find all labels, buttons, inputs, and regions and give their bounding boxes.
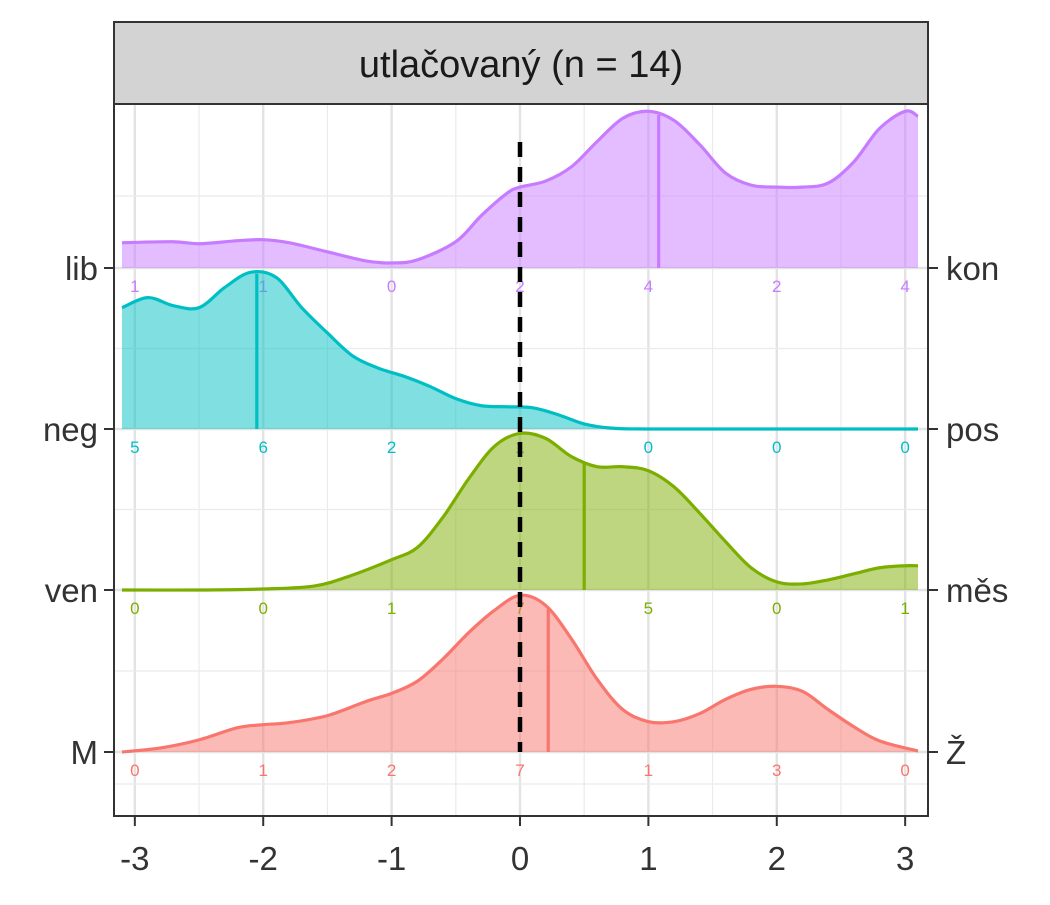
x-tick-label: 1 (639, 840, 657, 877)
right-row-label: kon (946, 250, 999, 287)
count-label: 0 (130, 761, 139, 780)
count-label: 2 (387, 761, 396, 780)
facet-title: utlačovaný (n = 14) (359, 44, 683, 86)
count-label: 3 (772, 761, 781, 780)
left-row-label: M (71, 734, 99, 771)
count-label: 4 (900, 277, 909, 296)
count-label: 2 (772, 277, 781, 296)
ridge-area (122, 110, 918, 268)
right-row-label: měs (946, 572, 1008, 609)
count-label: 2 (515, 277, 524, 296)
ridge-line (121, 593, 919, 754)
count-label: 1 (644, 761, 653, 780)
count-label: 1 (387, 599, 396, 618)
count-label: 0 (772, 599, 781, 618)
count-label: 0 (258, 599, 267, 618)
facet-strip (113, 21, 929, 105)
ridge-line (121, 109, 919, 265)
ridge-line (121, 431, 919, 592)
count-label: 6 (258, 438, 267, 457)
count-label: 1 (258, 761, 267, 780)
x-tick-label: 3 (896, 840, 914, 877)
x-tick-label: -2 (249, 840, 278, 877)
count-label: 0 (900, 761, 909, 780)
left-row-label: lib (65, 250, 98, 287)
count-label: 0 (130, 599, 139, 618)
count-label: 0 (772, 438, 781, 457)
x-tick-label: 2 (768, 840, 786, 877)
count-label: 5 (644, 599, 653, 618)
x-tick-label: -1 (377, 840, 406, 877)
right-row-label: Ž (946, 734, 966, 771)
count-label: 5 (130, 438, 139, 457)
ridge-area (122, 432, 918, 591)
left-row-label: neg (43, 411, 98, 448)
count-label: 1 (130, 277, 139, 296)
ridge-area (122, 271, 918, 430)
count-label: 2 (387, 438, 396, 457)
count-label: 1 (900, 599, 909, 618)
count-label: 0 (900, 438, 909, 457)
count-label: 0 (644, 438, 653, 457)
ridge-line (121, 269, 918, 431)
count-label: 4 (644, 277, 653, 296)
count-label: 7 (515, 761, 524, 780)
right-row-label: pos (946, 411, 999, 448)
x-tick-label: -3 (120, 840, 149, 877)
left-row-label: ven (45, 572, 98, 609)
count-label: 0 (387, 277, 396, 296)
x-tick-label: 0 (511, 840, 529, 877)
